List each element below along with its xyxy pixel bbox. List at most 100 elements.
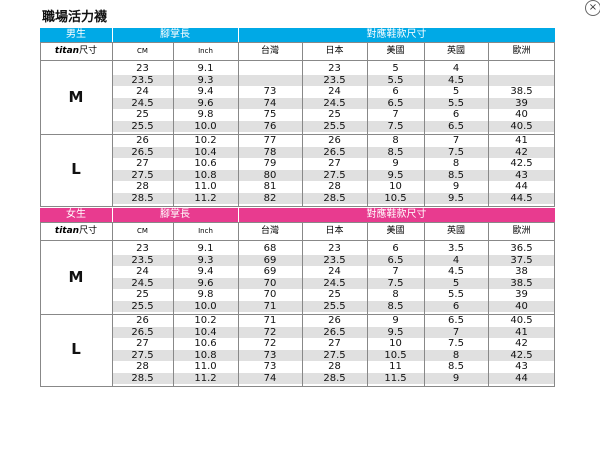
table-cell-inch: 10.2 — [194, 135, 217, 146]
table-cell-inch: 10.8 — [194, 169, 217, 181]
table-cell-inch: 10.0 — [194, 300, 217, 312]
table-cell-cm: 23.5 — [131, 254, 154, 266]
size-chart: 男生 腳掌長 對應鞋款尺寸 titan尺寸 CM Inch 台灣 日本 美國 英國 歐洲 23 9.1 2… — [40, 28, 555, 446]
table-cell-tw: 68 — [263, 243, 277, 254]
table-cell-cm: 23 — [136, 63, 149, 74]
table-cell-uk: 6 — [452, 109, 460, 120]
row-stripe — [112, 277, 555, 289]
men-col-header-us: 美國 — [386, 46, 405, 56]
table-cell-tw: 69 — [263, 266, 277, 277]
women-table-row: 23 9.1 68 23 6 3.5 36.5 — [40, 243, 555, 255]
table-cell-us: 9 — [392, 315, 399, 326]
grid-line — [40, 60, 555, 61]
header-divider — [238, 28, 239, 42]
table-cell-jp: 28 — [328, 181, 341, 192]
women-col-header-us: 美國 — [386, 226, 405, 236]
table-cell-us: 5.5 — [387, 74, 404, 86]
row-stripe — [112, 372, 555, 384]
table-cell-inch: 9.8 — [197, 109, 214, 120]
table-cell-us: 9.5 — [387, 326, 404, 338]
table-cell-eu: 40.5 — [510, 120, 533, 132]
table-cell-cm: 23.5 — [131, 74, 154, 86]
table-cell-us: 5 — [392, 63, 399, 74]
table-cell-uk: 5 — [452, 86, 460, 97]
table-cell-inch: 10.6 — [194, 158, 217, 169]
table-cell-inch: 11.0 — [194, 361, 217, 372]
women-table-row: 26.5 10.4 72 26.5 9.5 7 41 — [40, 326, 555, 338]
men-col-header-eu: 歐洲 — [512, 46, 531, 56]
grid-line — [173, 42, 174, 206]
table-cell-eu — [488, 63, 555, 75]
men-table-row: 26 10.2 77 26 8 7 41 — [40, 135, 555, 147]
table-cell-cm: 28.5 — [131, 372, 154, 384]
table-cell-jp: 24 — [328, 86, 341, 97]
table-cell-uk: 7 — [452, 326, 460, 338]
table-cell-us: 11 — [389, 361, 402, 372]
table-cell-jp: 26 — [328, 315, 341, 326]
men-shoe-size-header: 對應鞋款尺寸 — [366, 29, 427, 40]
table-cell-us: 8 — [392, 135, 399, 146]
table-cell-cm: 28 — [136, 181, 149, 192]
table-cell-cm: 26 — [136, 315, 149, 326]
grid-line — [367, 222, 368, 386]
table-cell-uk: 7.5 — [448, 338, 464, 349]
table-cell-eu: 38.5 — [510, 277, 533, 289]
men-table-row: 24.5 9.6 74 24.5 6.5 5.5 39 — [40, 97, 555, 109]
table-cell-eu — [488, 75, 555, 87]
table-cell-eu: 42 — [515, 338, 528, 349]
table-cell-eu: 40 — [515, 109, 528, 120]
women-col-header-eu: 歐洲 — [512, 226, 531, 236]
grid-line — [554, 222, 555, 386]
table-cell-jp: 24 — [328, 266, 341, 277]
men-table-row: 25 9.8 75 25 7 6 40 — [40, 109, 555, 121]
table-cell-us: 10.5 — [384, 349, 407, 361]
men-table-row: 24 9.4 73 24 6 5 38.5 — [40, 86, 555, 98]
table-cell-inch: 9.1 — [197, 243, 214, 254]
table-cell-tw: 70 — [263, 277, 277, 289]
table-cell-eu: 43 — [515, 169, 528, 181]
table-cell-jp: 25 — [328, 289, 341, 300]
titan-suffix-text: 尺寸 — [79, 46, 98, 56]
men-titan-size-label: titan尺寸 — [40, 42, 112, 60]
table-cell-inch: 10.8 — [194, 349, 217, 361]
men-table-row: 23.5 9.3 23.5 5.5 4.5 — [40, 74, 555, 87]
table-cell-us: 7 — [392, 266, 399, 277]
table-cell-us: 6 — [392, 243, 399, 254]
row-stripe — [112, 300, 555, 312]
header-divider — [238, 208, 239, 222]
table-cell-cm: 28 — [136, 361, 149, 372]
table-cell-tw: 73 — [263, 349, 277, 361]
table-cell-tw: 70 — [263, 289, 277, 300]
table-cell-uk: 6.5 — [448, 120, 464, 132]
grid-line — [40, 386, 555, 387]
table-cell-tw: 82 — [263, 192, 277, 204]
table-cell-eu: 44.5 — [510, 192, 533, 204]
table-cell-inch: 9.4 — [197, 266, 214, 277]
table-cell-eu: 43 — [515, 361, 528, 372]
table-cell-uk: 5.5 — [448, 289, 464, 300]
grid-line — [302, 222, 303, 386]
table-cell-jp: 27.5 — [323, 169, 346, 181]
table-cell-jp: 28.5 — [323, 192, 346, 204]
men-table-row: 26.5 10.4 78 26.5 8.5 7.5 42 — [40, 146, 555, 158]
women-table-row: 25 9.8 70 25 8 5.5 39 — [40, 289, 555, 301]
table-cell-cm: 28.5 — [131, 192, 154, 204]
grid-line — [40, 240, 555, 241]
table-cell-tw: 72 — [263, 338, 277, 349]
table-cell-cm: 23 — [136, 243, 149, 254]
table-cell-cm: 27 — [136, 338, 149, 349]
table-cell-tw: 76 — [263, 120, 277, 132]
row-stripe — [112, 97, 555, 109]
table-cell-uk: 5.5 — [448, 97, 464, 109]
table-cell-jp: 24.5 — [323, 97, 346, 109]
table-cell-jp: 23.5 — [323, 254, 346, 266]
row-stripe — [112, 146, 555, 158]
table-cell-jp: 27 — [328, 338, 341, 349]
table-cell-cm: 27.5 — [131, 169, 154, 181]
row-stripe — [112, 326, 555, 338]
table-cell-tw: 69 — [263, 254, 277, 266]
close-icon[interactable]: × — [585, 0, 600, 16]
women-col-header-tw: 台灣 — [260, 226, 279, 236]
men-table-row: 28 11.0 81 28 10 9 44 — [40, 181, 555, 193]
row-stripe — [112, 254, 555, 266]
